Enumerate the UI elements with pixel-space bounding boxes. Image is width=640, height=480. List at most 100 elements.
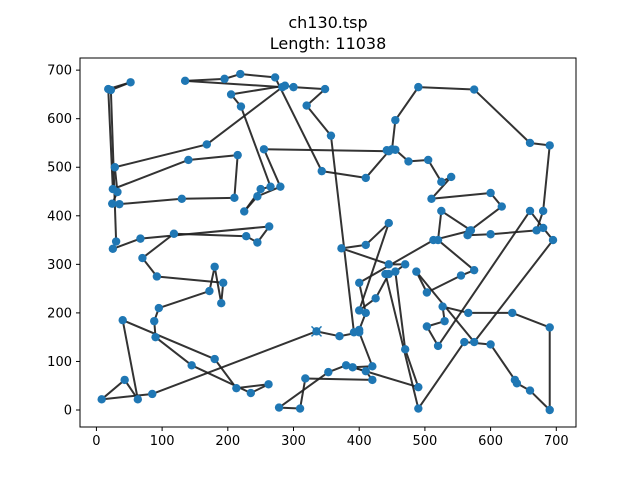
- city-point-31: [545, 323, 554, 332]
- city-point-87: [384, 147, 393, 156]
- city-point-55: [469, 85, 479, 94]
- city-point-89: [317, 166, 326, 176]
- city-point-77: [289, 82, 298, 92]
- city-point-60: [391, 145, 400, 154]
- tour-edge-127: [213, 358, 238, 390]
- tour-edge-131: [100, 378, 126, 401]
- city-point-117: [219, 278, 228, 287]
- city-point-90: [270, 73, 280, 82]
- city-point-13: [400, 345, 410, 354]
- city-point-127: [232, 383, 241, 393]
- city-point-124: [187, 361, 196, 370]
- city-point-129: [118, 315, 127, 325]
- city-point-119: [210, 262, 219, 271]
- x-tick-label-4: 400: [347, 434, 372, 449]
- tour-edge-13: [394, 270, 407, 351]
- city-point-43: [422, 288, 432, 297]
- city-point-57: [391, 115, 400, 125]
- tour-edge-55: [417, 86, 476, 91]
- city-point-96: [110, 163, 120, 172]
- city-point-54: [525, 138, 535, 148]
- tour-edge-101: [233, 154, 239, 199]
- city-point-120: [205, 286, 214, 296]
- tour-edge-133: [151, 330, 318, 395]
- city-point-36: [422, 322, 432, 331]
- tour-edge-114: [141, 232, 175, 260]
- city-point-126: [264, 380, 273, 389]
- city-point-104: [108, 184, 118, 194]
- city-point-107: [106, 85, 116, 95]
- tour-edge-16: [340, 247, 390, 266]
- city-point-15: [400, 260, 410, 269]
- tour-edge-89: [274, 76, 323, 173]
- city-point-106: [126, 78, 135, 87]
- tour-edge-2: [358, 331, 374, 368]
- city-point-41: [469, 337, 479, 347]
- tour-edge-64: [430, 175, 453, 200]
- city-point-111: [265, 222, 274, 231]
- x-tick-label-5: 500: [412, 434, 437, 449]
- tour-edge-26: [489, 343, 516, 381]
- city-point-32: [508, 308, 517, 318]
- city-point-39: [538, 223, 548, 233]
- city-point-67: [497, 202, 506, 211]
- city-point-76: [320, 84, 330, 94]
- tour-edge-56: [394, 86, 420, 122]
- city-point-84: [253, 192, 262, 201]
- city-point-6: [368, 375, 377, 385]
- tour-edge-62: [427, 158, 443, 183]
- city-point-18: [361, 240, 370, 250]
- city-point-98: [107, 199, 117, 208]
- tour-edge-113: [172, 232, 248, 238]
- tour-edge-103: [111, 158, 190, 191]
- city-point-50: [486, 230, 495, 239]
- city-point-51: [532, 226, 541, 235]
- tour-edge-87: [364, 150, 390, 179]
- city-point-8: [295, 404, 305, 413]
- city-point-73: [349, 328, 359, 337]
- city-point-101: [230, 193, 239, 203]
- city-point-115: [138, 253, 147, 263]
- city-point-52: [538, 206, 548, 216]
- city-point-23: [381, 269, 390, 279]
- tour-edge-40: [473, 239, 555, 344]
- city-point-116: [152, 272, 162, 281]
- city-point-10: [324, 367, 333, 377]
- x-tick-label-2: 200: [215, 434, 240, 449]
- tour-edge-6: [304, 377, 374, 381]
- x-tick-label-0: 0: [92, 434, 100, 449]
- city-point-11: [341, 361, 351, 370]
- city-point-86: [259, 145, 269, 154]
- y-tick-label-6: 600: [47, 112, 72, 127]
- start-marker-stroke-b: [310, 325, 323, 337]
- city-point-75: [302, 101, 311, 110]
- city-point-21: [371, 294, 380, 303]
- city-point-109: [108, 244, 118, 254]
- y-tick-label-1: 100: [47, 355, 72, 370]
- city-point-121: [154, 303, 164, 313]
- city-points: [97, 69, 558, 415]
- tour-edge-45: [437, 239, 476, 272]
- city-point-132: [97, 395, 106, 404]
- city-point-128: [210, 354, 219, 364]
- y-tick-label-7: 700: [47, 64, 72, 79]
- city-point-94: [278, 82, 287, 92]
- tour-edge-94: [205, 86, 284, 146]
- city-point-131: [120, 375, 129, 385]
- tour-edge-18: [364, 222, 390, 246]
- x-tick-label-3: 300: [281, 434, 306, 449]
- city-point-100: [177, 194, 187, 204]
- tour-edge-46: [437, 209, 443, 242]
- tour-edge-90: [239, 73, 277, 79]
- city-point-3: [368, 362, 377, 371]
- city-point-61: [404, 157, 413, 166]
- x-tick-label-1: 100: [150, 434, 175, 449]
- tour-edge-93: [184, 79, 284, 89]
- tour-edge-104: [107, 88, 114, 191]
- city-point-71: [361, 308, 370, 318]
- city-point-64: [446, 172, 456, 182]
- city-point-45: [469, 265, 479, 275]
- city-point-99: [115, 199, 124, 209]
- city-point-66: [486, 188, 495, 198]
